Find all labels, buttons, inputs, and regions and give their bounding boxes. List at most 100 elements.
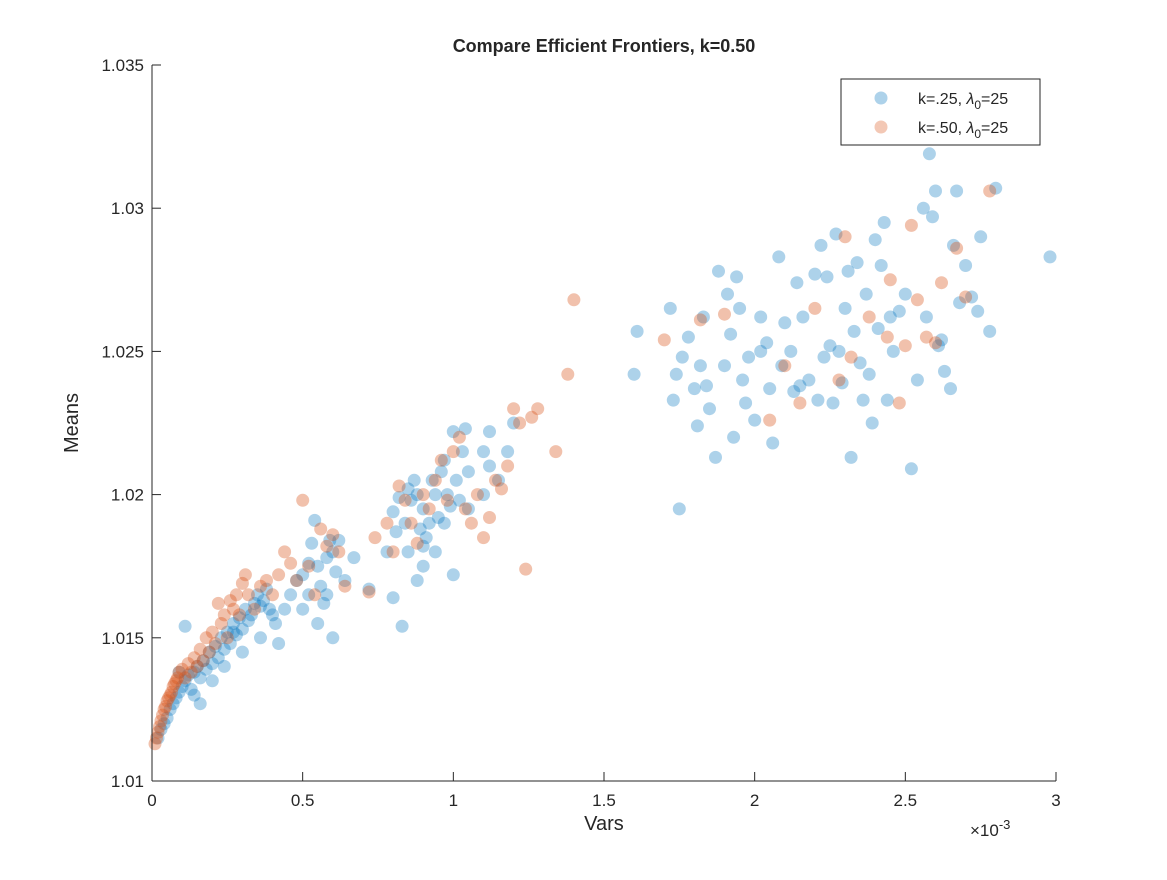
- scatter-point-series-1: [965, 290, 979, 304]
- scatter-point-series-1: [362, 582, 376, 596]
- scatter-point-series-2: [187, 651, 201, 665]
- scatter-point-series-2: [464, 516, 478, 530]
- scatter-point-series-1: [193, 697, 207, 711]
- scatter-point-series-1: [663, 301, 677, 315]
- scatter-point-series-2: [320, 539, 334, 553]
- scatter-point-series-2: [380, 516, 394, 530]
- scatter-point-series-1: [251, 588, 264, 602]
- scatter-point-series-2: [458, 502, 472, 516]
- scatter-point-series-1: [868, 233, 882, 247]
- scatter-point-series-1: [205, 674, 219, 688]
- scatter-point-series-1: [314, 579, 328, 593]
- scatter-point-series-1: [296, 602, 310, 616]
- scatter-point-series-2: [929, 336, 942, 350]
- x-tick-label: 0: [147, 791, 156, 810]
- scatter-point-series-2: [434, 453, 448, 467]
- y-tick-label: 1.01: [111, 772, 144, 791]
- scatter-point-series-2: [910, 293, 924, 307]
- x-tick-label: 2: [750, 791, 759, 810]
- scatter-point-series-2: [302, 559, 316, 573]
- scatter-point-series-1: [953, 296, 967, 310]
- scatter-point-series-1: [254, 631, 267, 645]
- scatter-point-series-2: [199, 631, 213, 645]
- scatter-point-series-2: [150, 731, 163, 745]
- x-exponent-base: ×10: [970, 821, 999, 840]
- scatter-point-series-2: [272, 568, 286, 582]
- scatter-point-series-1: [380, 545, 394, 559]
- scatter-point-series-1: [187, 665, 201, 679]
- scatter-point-series-1: [733, 301, 747, 315]
- scatter-point-series-1: [709, 450, 722, 464]
- scatter-point-series-2: [470, 488, 484, 502]
- scatter-point-series-2: [238, 568, 252, 582]
- scatter-point-series-1: [217, 642, 231, 656]
- ticks-layer: 0 0.5 1 1.5 2 2.5 3 1.01 1.015 1.02 1.025 1.03 1.035: [101, 56, 1060, 810]
- scatter-point-series-1: [492, 473, 505, 487]
- scatter-point-series-2: [883, 273, 897, 287]
- scatter-point-series-1: [419, 531, 433, 545]
- scatter-point-series-2: [422, 502, 436, 516]
- scatter-point-series-1: [1043, 250, 1057, 264]
- scatter-point-series-2: [513, 416, 527, 430]
- scatter-point-series-2: [362, 585, 376, 599]
- scatter-point-series-1: [413, 522, 427, 536]
- scatter-point-series-1: [320, 551, 334, 565]
- scatter-point-series-1: [458, 422, 472, 436]
- scatter-point-series-1: [693, 359, 707, 373]
- scatter-point-series-1: [959, 259, 973, 272]
- scatter-point-series-1: [431, 511, 445, 524]
- scatter-point-series-1: [428, 545, 442, 559]
- scatter-point-series-1: [796, 310, 810, 324]
- scatter-point-series-2: [241, 588, 255, 602]
- scatter-point-series-1: [311, 617, 325, 630]
- scatter-point-series-1: [630, 324, 644, 338]
- legend-prefix-1: k=.25,: [918, 91, 966, 108]
- scatter-point-series-1: [329, 565, 343, 579]
- scatter-point-series-1: [784, 344, 798, 358]
- scatter-point-series-1: [416, 539, 430, 553]
- scatter-point-series-2: [844, 350, 858, 364]
- scatter-point-series-1: [248, 596, 261, 610]
- scatter-point-series-2: [211, 596, 225, 610]
- x-exponent-label: ×10-3: [970, 817, 1010, 840]
- scatter-point-series-1: [296, 568, 310, 582]
- scatter-point-series-1: [814, 238, 828, 252]
- scatter-point-series-1: [700, 379, 713, 393]
- scatter-point-series-2: [452, 430, 466, 444]
- scatter-point-series-2: [410, 536, 424, 550]
- plot-area: [152, 65, 1056, 781]
- scatter-point-series-1: [790, 276, 804, 290]
- scatter-point-series-1: [730, 270, 744, 284]
- scatter-point-series-1: [320, 588, 334, 602]
- scatter-point-series-2: [190, 659, 204, 673]
- scatter-point-series-2: [235, 576, 249, 590]
- scatter-point-series-1: [326, 545, 340, 559]
- scatter-point-series-1: [696, 310, 710, 324]
- scatter-point-series-1: [926, 210, 939, 224]
- legend-suffix-2: =25: [981, 120, 1008, 137]
- scatter-point-series-1: [199, 662, 213, 676]
- scatter-point-series-1: [950, 184, 964, 198]
- scatter-point-series-1: [775, 359, 789, 373]
- scatter-point-series-1: [190, 659, 204, 673]
- scatter-point-series-2: [223, 594, 237, 608]
- scatter-point-series-1: [317, 596, 331, 610]
- scatter-point-series-1: [172, 665, 186, 679]
- scatter-point-series-1: [778, 316, 792, 330]
- scatter-point-series-1: [401, 482, 415, 496]
- scatter-point-series-2: [184, 665, 198, 679]
- scatter-point-series-1: [229, 628, 243, 642]
- scatter-point-series-1: [483, 425, 496, 439]
- scatter-point-series-1: [232, 611, 246, 625]
- scatter-point-series-2: [226, 602, 240, 616]
- scatter-point-series-1: [687, 382, 701, 396]
- scatter-point-series-1: [205, 657, 219, 671]
- scatter-point-series-1: [157, 717, 171, 731]
- scatter-point-series-1: [832, 344, 846, 358]
- scatter-point-series-1: [425, 473, 439, 487]
- scatter-point-series-1: [461, 465, 475, 479]
- scatter-point-series-1: [184, 682, 198, 696]
- scatter-point-series-2: [205, 625, 219, 639]
- scatter-point-series-2: [477, 531, 490, 545]
